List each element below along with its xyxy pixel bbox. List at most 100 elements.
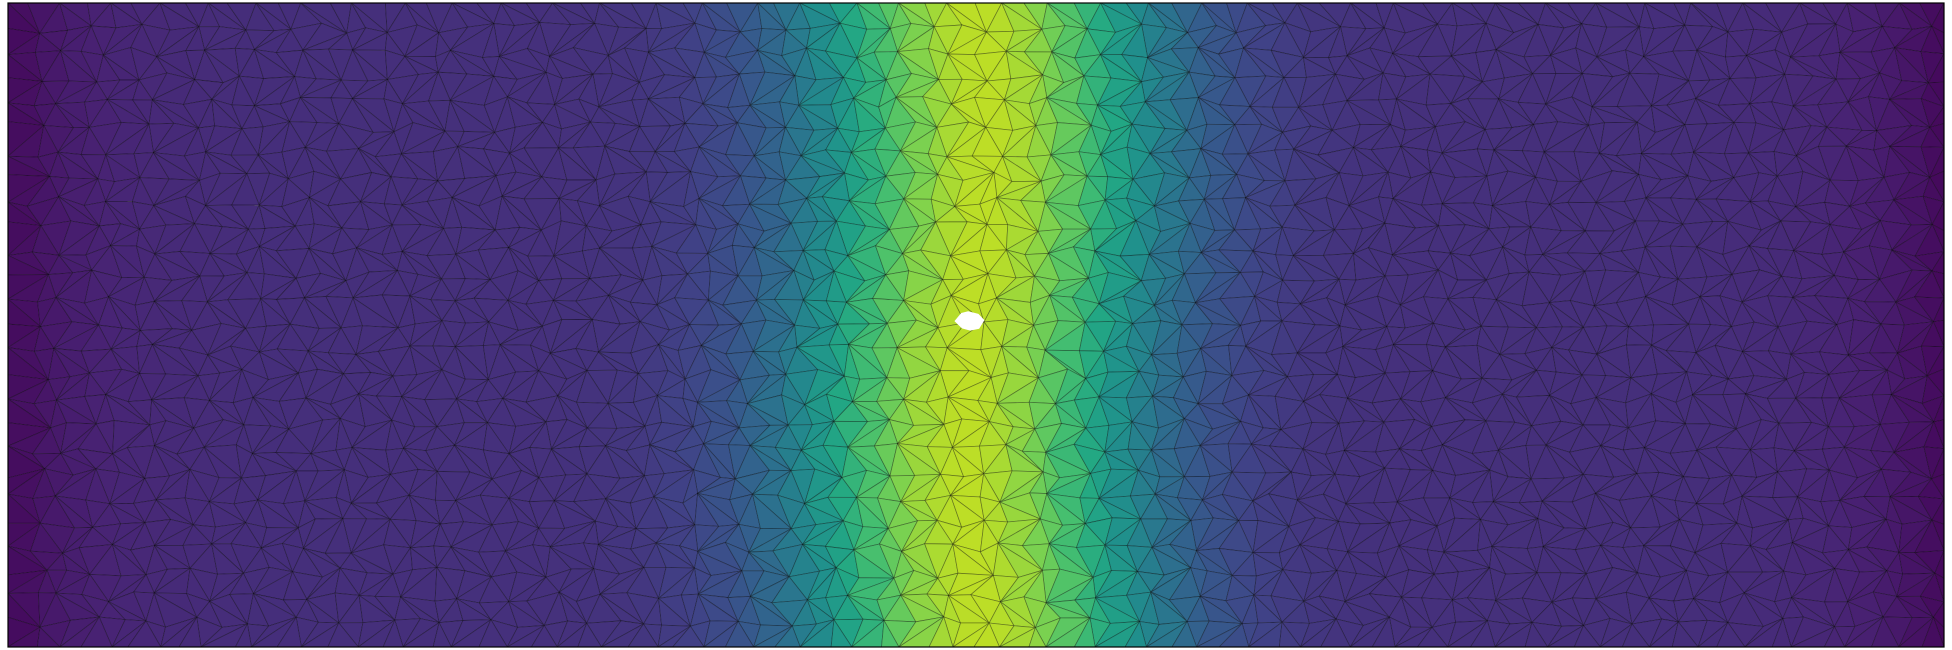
mesh-triangle — [483, 131, 510, 154]
mesh-triangle — [1670, 175, 1697, 200]
mesh-triangle — [1303, 56, 1336, 78]
mesh-triangle — [1396, 98, 1436, 131]
mesh-triangle — [1467, 81, 1500, 100]
mesh-triangle — [1624, 197, 1647, 222]
mesh-triangle — [204, 29, 247, 51]
mesh-triangle — [1200, 249, 1241, 273]
mesh-triangle — [1485, 22, 1515, 51]
mesh-triangle — [1645, 175, 1689, 199]
mesh-triangle — [558, 198, 587, 227]
mesh-triangle — [1696, 221, 1729, 248]
mesh-triangle — [1245, 320, 1283, 355]
mesh-triangle — [1104, 176, 1134, 201]
mesh-triangle — [856, 28, 891, 59]
mesh-triangle — [874, 148, 901, 177]
mesh-triangle — [1774, 49, 1791, 75]
mesh-triangle — [1292, 255, 1340, 282]
mesh-triangle — [1880, 301, 1905, 326]
mesh-triangle — [800, 155, 845, 177]
mesh-triangle — [900, 121, 938, 152]
mesh-triangle — [1171, 129, 1202, 153]
mesh-triangle — [1198, 97, 1236, 126]
mesh-triangle — [211, 75, 240, 100]
mesh-triangle — [1322, 73, 1348, 106]
mesh-triangle — [1169, 97, 1199, 131]
mesh-triangle — [778, 324, 798, 353]
mesh-triangle — [91, 269, 123, 298]
mesh-triangle — [678, 77, 704, 105]
mesh-triangle — [1441, 202, 1490, 230]
mesh-triangle — [1002, 125, 1037, 157]
mesh-triangle — [1200, 323, 1241, 349]
mesh-triangle — [1294, 204, 1335, 232]
mesh-triangle — [1005, 249, 1035, 279]
mesh-triangle — [1119, 254, 1150, 282]
mesh-triangle — [695, 224, 717, 254]
mesh-triangle — [1121, 23, 1149, 59]
mesh-triangle — [1722, 221, 1750, 255]
mesh-triangle — [1495, 3, 1539, 34]
mesh-triangle — [153, 205, 195, 226]
mesh-triangle — [1437, 23, 1458, 57]
mesh-triangle — [83, 201, 107, 227]
mesh-triangle — [774, 298, 804, 326]
mesh-triangle — [1350, 3, 1385, 30]
mesh-triangle — [1293, 125, 1333, 150]
mesh-triangle — [1450, 228, 1490, 257]
mesh-triangle — [790, 220, 819, 251]
mesh-triangle — [449, 99, 496, 133]
mesh-triangle — [1246, 3, 1286, 26]
mesh-triangle — [241, 105, 264, 130]
mesh-triangle — [1814, 275, 1849, 299]
mesh-triangle — [390, 153, 419, 180]
mesh-triangle — [1641, 124, 1686, 154]
mesh-triangle — [627, 195, 651, 226]
mesh-triangle — [527, 21, 551, 57]
mesh-triangle — [1818, 23, 1841, 57]
mesh-triangle — [246, 246, 265, 275]
mesh-triangle — [903, 198, 937, 227]
mesh-triangle — [683, 171, 700, 207]
mesh-triangle — [525, 3, 554, 23]
mesh-triangle — [1868, 245, 1893, 280]
mesh-triangle — [1447, 296, 1482, 327]
mesh-triangle — [1034, 252, 1061, 282]
mesh-triangle — [698, 146, 741, 177]
mesh-triangle — [922, 79, 952, 105]
mesh-triangle — [553, 299, 593, 320]
mesh-triangle — [527, 48, 551, 73]
mesh-triangle — [575, 319, 599, 353]
mesh-triangle — [1234, 75, 1267, 107]
mesh-triangle — [1843, 220, 1881, 253]
mesh-triangle — [591, 294, 621, 325]
mesh-triangle — [1528, 253, 1562, 276]
mesh-triangle — [205, 205, 249, 230]
mesh-triangle — [821, 172, 850, 202]
mesh-triangles — [8, 3, 1944, 647]
mesh-triangle — [1292, 229, 1335, 257]
mesh-triangle — [1325, 172, 1350, 207]
mesh-triangle — [649, 171, 691, 203]
mesh-triangle — [1502, 246, 1530, 273]
mesh-triangle — [753, 247, 795, 277]
mesh-triangle — [1914, 251, 1944, 272]
mesh-triangle — [954, 172, 995, 207]
mesh-triangle — [1378, 196, 1394, 224]
mesh-triangle — [1024, 231, 1049, 255]
mesh-triangle — [295, 248, 321, 279]
mesh-triangle — [500, 3, 540, 26]
mesh-triangle — [80, 154, 107, 180]
mesh-triangle — [1596, 26, 1640, 58]
mesh-triangle — [1673, 3, 1692, 26]
mesh-triangle — [950, 255, 989, 280]
mesh-triangle — [1348, 171, 1389, 207]
mesh-triangle — [409, 278, 442, 301]
mesh-triangle — [1715, 177, 1751, 203]
mesh-triangle — [1889, 82, 1929, 100]
mesh-triangle — [607, 54, 640, 83]
mesh-triangle — [654, 151, 691, 173]
mesh-triangle — [757, 3, 787, 31]
mesh-triangle — [523, 198, 560, 231]
mesh-triangle — [950, 221, 988, 257]
mesh-triangle — [927, 126, 948, 158]
